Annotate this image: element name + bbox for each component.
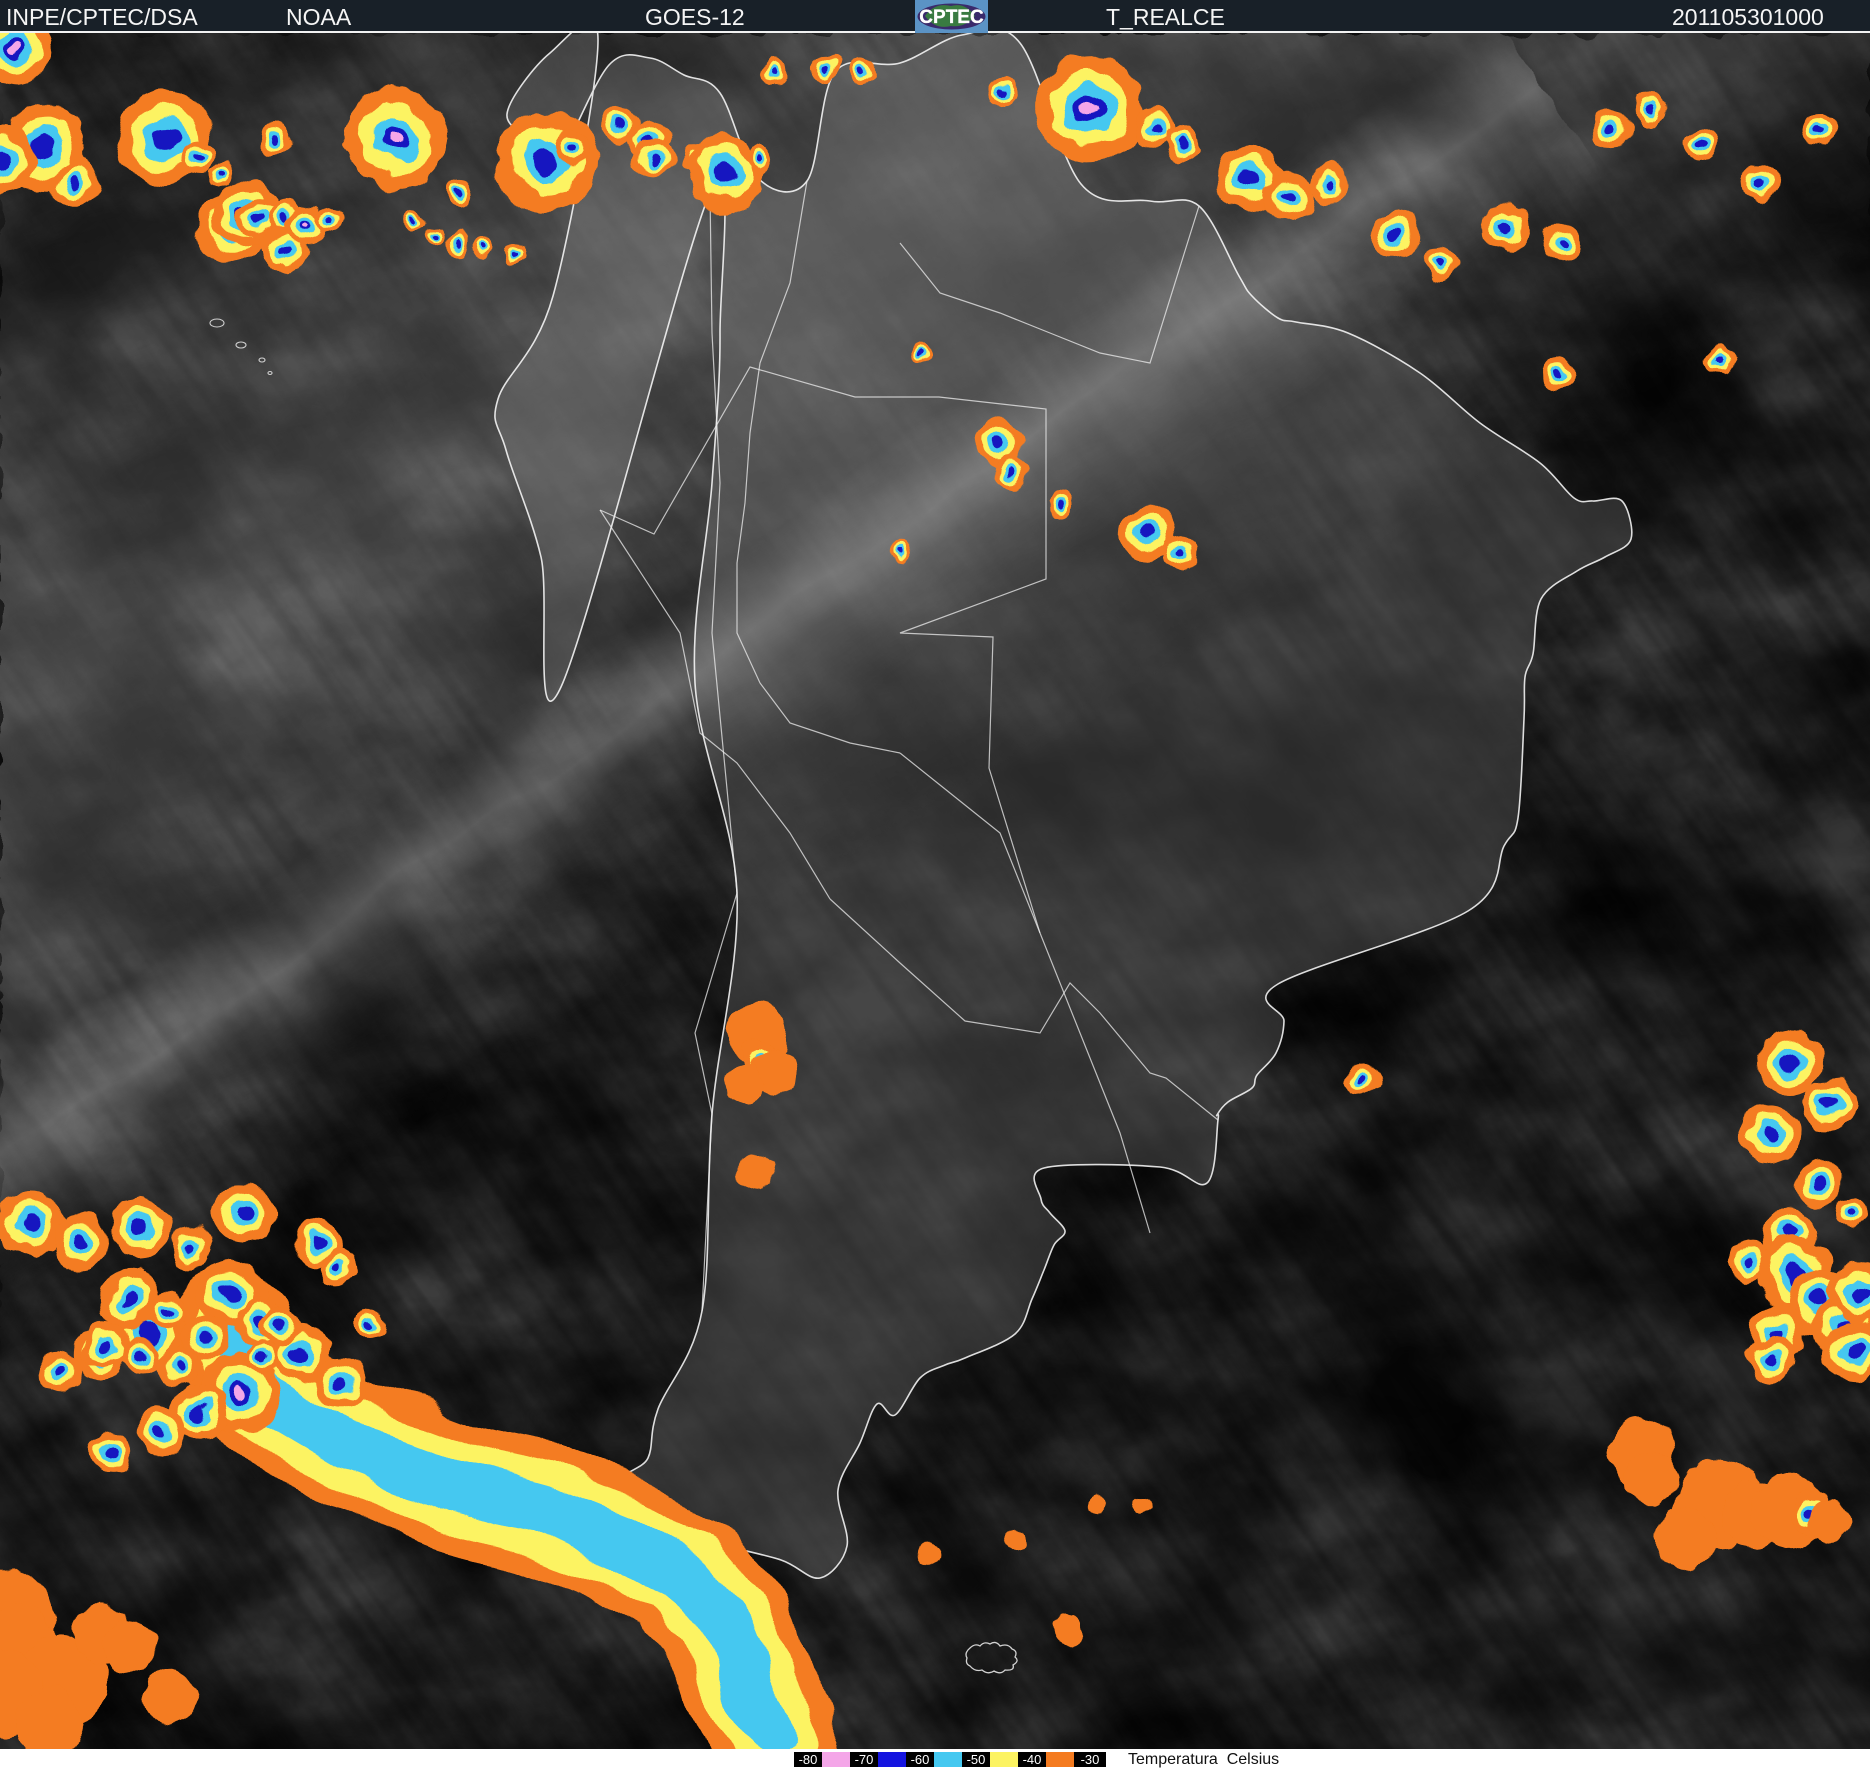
svg-text:CPTEC: CPTEC	[919, 7, 984, 28]
